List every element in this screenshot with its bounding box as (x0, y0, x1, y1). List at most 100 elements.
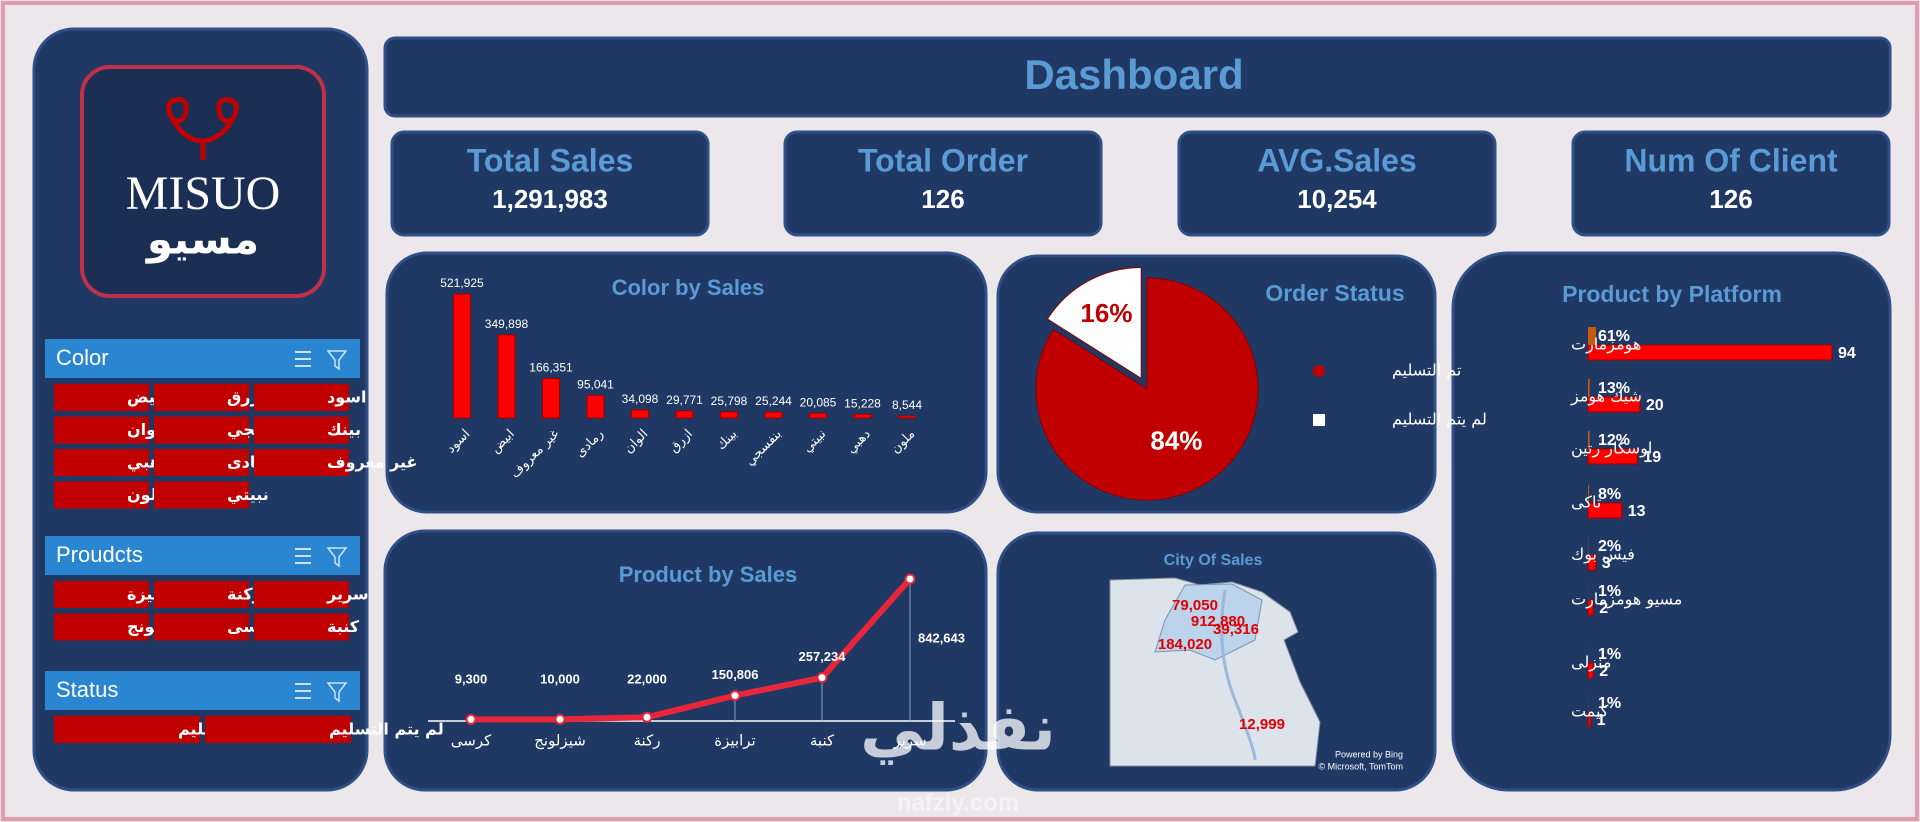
point (554, 713, 566, 725)
slicer-item[interactable] (54, 449, 149, 476)
slicer-item[interactable] (154, 613, 249, 641)
bar (1587, 344, 1833, 361)
bar (1587, 448, 1638, 465)
slicer-item[interactable] (54, 384, 149, 411)
data-label: 3 (1602, 555, 1611, 572)
slicer-title: Status (56, 677, 118, 702)
pie-slice (1035, 277, 1259, 501)
logo-box (80, 65, 326, 298)
y-tick-label: هومزمارت (1571, 335, 1641, 355)
slicer-item[interactable] (54, 716, 200, 743)
chart-title: Order Status (1265, 280, 1404, 306)
slicer-item-label: كنبة (327, 617, 360, 636)
data-label: 8,544 (892, 398, 922, 412)
kpi-card (1177, 130, 1497, 237)
bar (809, 412, 827, 419)
kpi-card (783, 130, 1103, 237)
header-bar (383, 36, 1892, 118)
slicer-item[interactable] (205, 716, 351, 743)
map-label: 39,316 (1213, 621, 1259, 638)
map-river (1220, 589, 1257, 761)
data-label: 29,771 (666, 393, 703, 407)
panel-product-sales (383, 529, 988, 792)
y-tick-label: مسيو هومزمارت (1571, 590, 1682, 610)
point (816, 672, 828, 684)
data-label: 1 (1597, 712, 1606, 729)
slicer-title: Color (56, 345, 109, 370)
data-label: 166,351 (529, 361, 573, 375)
kpi-value: 126 (921, 184, 964, 214)
slicer-item[interactable] (54, 581, 149, 608)
data-label: 9,300 (455, 671, 488, 686)
panel-platform (1451, 251, 1892, 792)
slicer-item[interactable] (254, 449, 349, 476)
point (904, 573, 916, 585)
watermark-url: nafzly.com (897, 789, 1019, 816)
bar (497, 334, 516, 419)
data-label: 13 (1628, 503, 1646, 520)
bar (631, 409, 649, 419)
bar (1587, 502, 1623, 519)
slicer-item[interactable] (154, 481, 249, 509)
slicer-item[interactable] (254, 581, 349, 608)
slicer-item[interactable] (54, 613, 149, 641)
legend-marker (1313, 365, 1325, 377)
bar (542, 377, 560, 419)
data-label: 150,806 (712, 667, 759, 682)
slicer-item[interactable] (254, 384, 349, 411)
chart-title: Product by Sales (619, 562, 798, 587)
share-label: 8% (1598, 486, 1621, 503)
data-label: 25,244 (755, 394, 792, 408)
legend-label: لم يتم التسليم (1392, 410, 1487, 429)
data-label: 16% (1080, 298, 1132, 328)
share-label: 1% (1598, 646, 1621, 663)
point (729, 690, 741, 702)
map-attribution: Powered by Bing (1335, 749, 1403, 759)
bar (898, 415, 916, 419)
data-label: 95,041 (577, 378, 614, 392)
data-label: 84% (1150, 425, 1202, 455)
y-tick-label: شيك هومز (1570, 387, 1642, 407)
slicer-item[interactable] (154, 384, 249, 411)
data-label: 22,000 (627, 671, 667, 686)
map-region (1154, 583, 1263, 661)
slicer-title: Proudcts (56, 542, 143, 567)
map-label: 912,880 (1191, 613, 1245, 630)
share-bar (1588, 431, 1590, 449)
dashboard-title: Dashboard (1024, 51, 1243, 98)
slicer-item[interactable] (154, 449, 249, 476)
line (470, 577, 913, 723)
data-label: 349,898 (485, 317, 529, 331)
legend-label: تم التسليم (1392, 361, 1461, 380)
bar (1587, 396, 1641, 413)
slicer-item[interactable] (54, 416, 149, 444)
chart-title: Product by Platform (1562, 281, 1782, 307)
slicer-item-label: لم يتم التسليم (329, 720, 444, 739)
bar (853, 413, 872, 419)
slicer-item-label: بينك (327, 420, 361, 439)
data-label: 2 (1599, 600, 1608, 617)
slicer-item[interactable] (54, 481, 149, 509)
data-label: 20 (1646, 397, 1664, 414)
pie-slice (1046, 266, 1142, 380)
bar (586, 394, 605, 419)
x-tick-label: كرسى (451, 732, 492, 750)
kpi-value: 126 (1709, 184, 1752, 214)
data-label: 842,643 (918, 630, 965, 645)
point (641, 711, 653, 723)
map-label: 184,020 (1158, 636, 1212, 653)
x-tick-label: ركنة (634, 732, 661, 750)
slicer-item[interactable] (154, 581, 249, 608)
slicer-item[interactable] (254, 613, 349, 641)
chart-title: Color by Sales (612, 275, 765, 300)
slicer-item[interactable] (154, 416, 249, 444)
kpi-label: Total Sales (467, 142, 634, 178)
data-label: 2 (1599, 663, 1608, 680)
slicer-item[interactable] (254, 416, 349, 444)
share-label: 1% (1598, 583, 1621, 600)
bar (720, 411, 738, 419)
data-label: 19 (1643, 449, 1661, 466)
share-bar (1588, 485, 1590, 503)
logo-arabic: مسيو (145, 215, 259, 265)
bar (675, 410, 694, 419)
